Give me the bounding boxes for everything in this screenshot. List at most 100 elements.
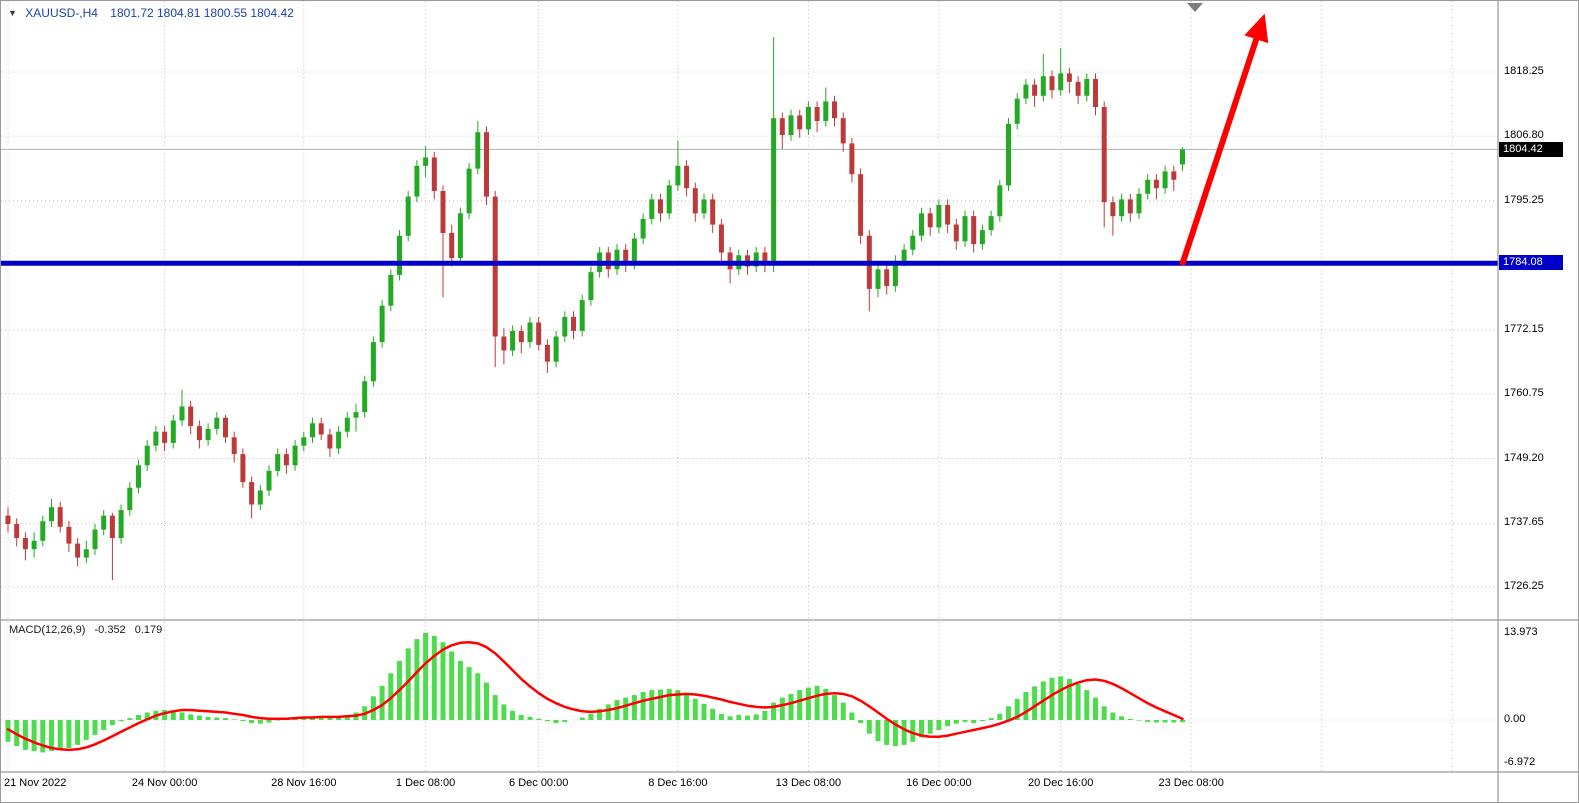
candle	[109, 512, 115, 581]
candle	[484, 126, 489, 205]
candle	[692, 182, 698, 222]
candle	[640, 213, 646, 245]
candle	[362, 375, 368, 418]
price-axis[interactable]: 1818.25 1806.80 1795.25 1772.15 1760.75 1749.…	[1498, 1, 1578, 802]
price-axis-label: 1772.15	[1504, 323, 1544, 336]
candle	[353, 403, 359, 432]
trend-arrow[interactable]	[1179, 13, 1269, 266]
candle	[962, 210, 968, 247]
candle	[414, 160, 420, 203]
candle	[266, 465, 272, 497]
candle	[83, 540, 89, 564]
support-level-tag: 1784.08	[1499, 255, 1563, 271]
candle	[179, 389, 185, 427]
chart-header: ▼ XAUUSD-,H4 1801.72 1804.81 1800.55 180…	[8, 6, 294, 20]
candle	[14, 518, 20, 547]
time-axis-label: 21 Nov 2022	[4, 777, 67, 789]
candle	[936, 199, 942, 233]
candle	[840, 112, 846, 152]
candle	[1119, 193, 1125, 222]
candle	[1040, 53, 1046, 102]
candle	[492, 190, 498, 368]
candle	[544, 339, 550, 373]
ohlc-values-label: 1801.72 1804.81 1800.55 1804.42	[110, 6, 294, 20]
candle	[196, 420, 202, 449]
candle	[849, 137, 855, 183]
candle	[344, 412, 350, 438]
candle	[579, 294, 585, 337]
candle	[553, 330, 559, 368]
candle	[1066, 67, 1072, 93]
candle	[910, 230, 916, 256]
candle	[614, 244, 620, 275]
candle	[449, 224, 455, 267]
time-axis-label: 6 Dec 00:00	[509, 777, 569, 789]
grid-layer	[1, 1, 1498, 772]
candle	[379, 300, 385, 348]
time-axis[interactable]: 21 Nov 2022 24 Nov 00:00 28 Nov 16:00 1 Dec…	[1, 772, 1498, 802]
candle	[336, 426, 342, 455]
candle	[675, 140, 681, 191]
chart-shift-marker[interactable]	[1187, 3, 1203, 12]
candle	[66, 521, 72, 553]
candle	[1171, 165, 1177, 191]
candle	[92, 524, 98, 555]
candle	[762, 246, 768, 273]
candle	[927, 207, 933, 236]
macd-signal-line	[6, 640, 1184, 752]
candle	[875, 263, 881, 298]
candle	[805, 101, 811, 135]
candle	[144, 440, 150, 471]
candle	[797, 109, 803, 138]
candle	[1093, 73, 1098, 116]
time-axis-label: 16 Dec 00:00	[906, 777, 972, 789]
candle	[475, 120, 481, 175]
candle	[1006, 118, 1011, 191]
candle	[118, 504, 124, 544]
candle	[623, 244, 629, 273]
candle	[101, 510, 107, 536]
candle	[510, 325, 516, 357]
candle	[223, 414, 228, 443]
candle	[40, 515, 46, 547]
candle	[327, 428, 333, 457]
candle	[658, 193, 663, 222]
candle	[919, 207, 924, 242]
candle	[1162, 165, 1168, 194]
macd-axis-label: -6.972	[1504, 756, 1536, 769]
candle	[440, 185, 446, 298]
candle	[779, 112, 785, 149]
time-axis-label: 28 Nov 16:00	[271, 777, 337, 789]
candle	[431, 151, 437, 200]
candle	[788, 109, 794, 141]
price-axis-label: 1726.25	[1504, 580, 1544, 593]
candle	[1014, 92, 1020, 130]
candle	[301, 431, 307, 452]
candle	[1180, 147, 1185, 172]
time-axis-label: 8 Dec 16:00	[648, 777, 708, 789]
candle	[571, 311, 576, 340]
candle	[283, 448, 289, 474]
candle	[649, 193, 655, 225]
price-axis-label: 1737.65	[1504, 516, 1544, 529]
time-axis-label: 23 Dec 08:00	[1158, 777, 1224, 789]
candle	[501, 328, 507, 365]
candle	[136, 459, 141, 494]
candle	[588, 266, 594, 306]
candle	[214, 412, 220, 435]
candle	[397, 230, 402, 281]
candle	[753, 246, 759, 273]
candle	[884, 263, 890, 295]
candle	[1058, 48, 1064, 96]
candle	[562, 311, 568, 343]
candle	[153, 426, 159, 452]
candle	[22, 532, 28, 561]
candle	[127, 482, 133, 516]
macd-main-value: -0.352	[94, 624, 126, 636]
candle	[1049, 70, 1055, 99]
candle	[388, 269, 394, 312]
candle	[1136, 188, 1142, 219]
